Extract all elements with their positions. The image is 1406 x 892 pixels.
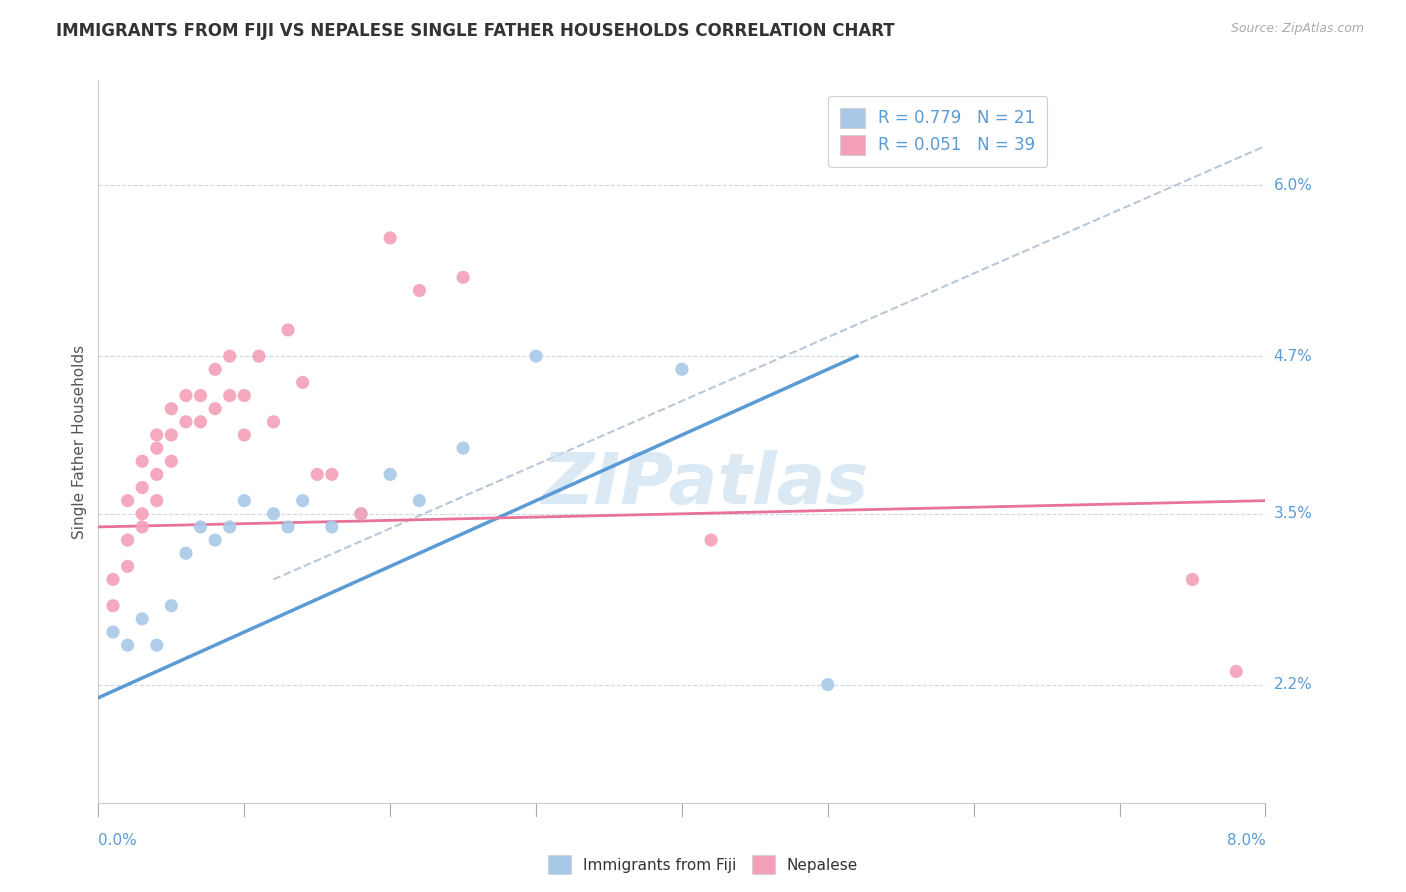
Legend: Immigrants from Fiji, Nepalese: Immigrants from Fiji, Nepalese	[541, 849, 865, 880]
Point	[174, 388, 197, 402]
Point	[131, 520, 153, 534]
Point	[131, 507, 153, 521]
Point	[204, 401, 226, 416]
Point	[262, 507, 284, 521]
Point	[160, 401, 183, 416]
Text: 0.0%: 0.0%	[98, 833, 138, 848]
Text: IMMIGRANTS FROM FIJI VS NEPALESE SINGLE FATHER HOUSEHOLDS CORRELATION CHART: IMMIGRANTS FROM FIJI VS NEPALESE SINGLE …	[56, 22, 894, 40]
Point	[1225, 665, 1247, 679]
Point	[408, 284, 430, 298]
Point	[117, 533, 139, 547]
Point	[174, 546, 197, 560]
Point	[160, 454, 183, 468]
Point	[204, 362, 226, 376]
Text: Source: ZipAtlas.com: Source: ZipAtlas.com	[1230, 22, 1364, 36]
Point	[218, 388, 240, 402]
Point	[190, 415, 212, 429]
Point	[174, 415, 197, 429]
Point	[247, 349, 270, 363]
Text: 6.0%: 6.0%	[1274, 178, 1313, 193]
Point	[380, 467, 402, 482]
Point	[277, 520, 299, 534]
Point	[131, 612, 153, 626]
Point	[101, 599, 124, 613]
Text: 3.5%: 3.5%	[1274, 507, 1313, 521]
Point	[233, 388, 256, 402]
Point	[233, 493, 256, 508]
Y-axis label: Single Father Households: Single Father Households	[72, 344, 87, 539]
Point	[131, 454, 153, 468]
Text: 8.0%: 8.0%	[1226, 833, 1265, 848]
Point	[160, 428, 183, 442]
Point	[117, 638, 139, 652]
Point	[117, 559, 139, 574]
Point	[1181, 573, 1204, 587]
Point	[321, 467, 343, 482]
Point	[350, 507, 373, 521]
Point	[671, 362, 693, 376]
Point	[204, 533, 226, 547]
Point	[700, 533, 723, 547]
Point	[307, 467, 329, 482]
Point	[218, 349, 240, 363]
Point	[190, 520, 212, 534]
Legend: R = 0.779   N = 21, R = 0.051   N = 39: R = 0.779 N = 21, R = 0.051 N = 39	[828, 95, 1047, 167]
Point	[291, 493, 314, 508]
Point	[146, 467, 169, 482]
Point	[131, 481, 153, 495]
Text: ZIPatlas: ZIPatlas	[541, 450, 869, 519]
Point	[233, 428, 256, 442]
Point	[277, 323, 299, 337]
Point	[218, 520, 240, 534]
Point	[451, 270, 474, 285]
Point	[321, 520, 343, 534]
Point	[380, 231, 402, 245]
Point	[350, 507, 373, 521]
Point	[817, 677, 839, 691]
Point	[291, 376, 314, 390]
Point	[451, 441, 474, 455]
Point	[160, 599, 183, 613]
Point	[190, 388, 212, 402]
Point	[101, 573, 124, 587]
Text: 2.2%: 2.2%	[1274, 677, 1312, 692]
Point	[146, 638, 169, 652]
Point	[524, 349, 547, 363]
Point	[101, 625, 124, 640]
Point	[408, 493, 430, 508]
Point	[262, 415, 284, 429]
Point	[146, 428, 169, 442]
Point	[117, 493, 139, 508]
Point	[146, 441, 169, 455]
Text: 4.7%: 4.7%	[1274, 349, 1312, 364]
Point	[146, 493, 169, 508]
